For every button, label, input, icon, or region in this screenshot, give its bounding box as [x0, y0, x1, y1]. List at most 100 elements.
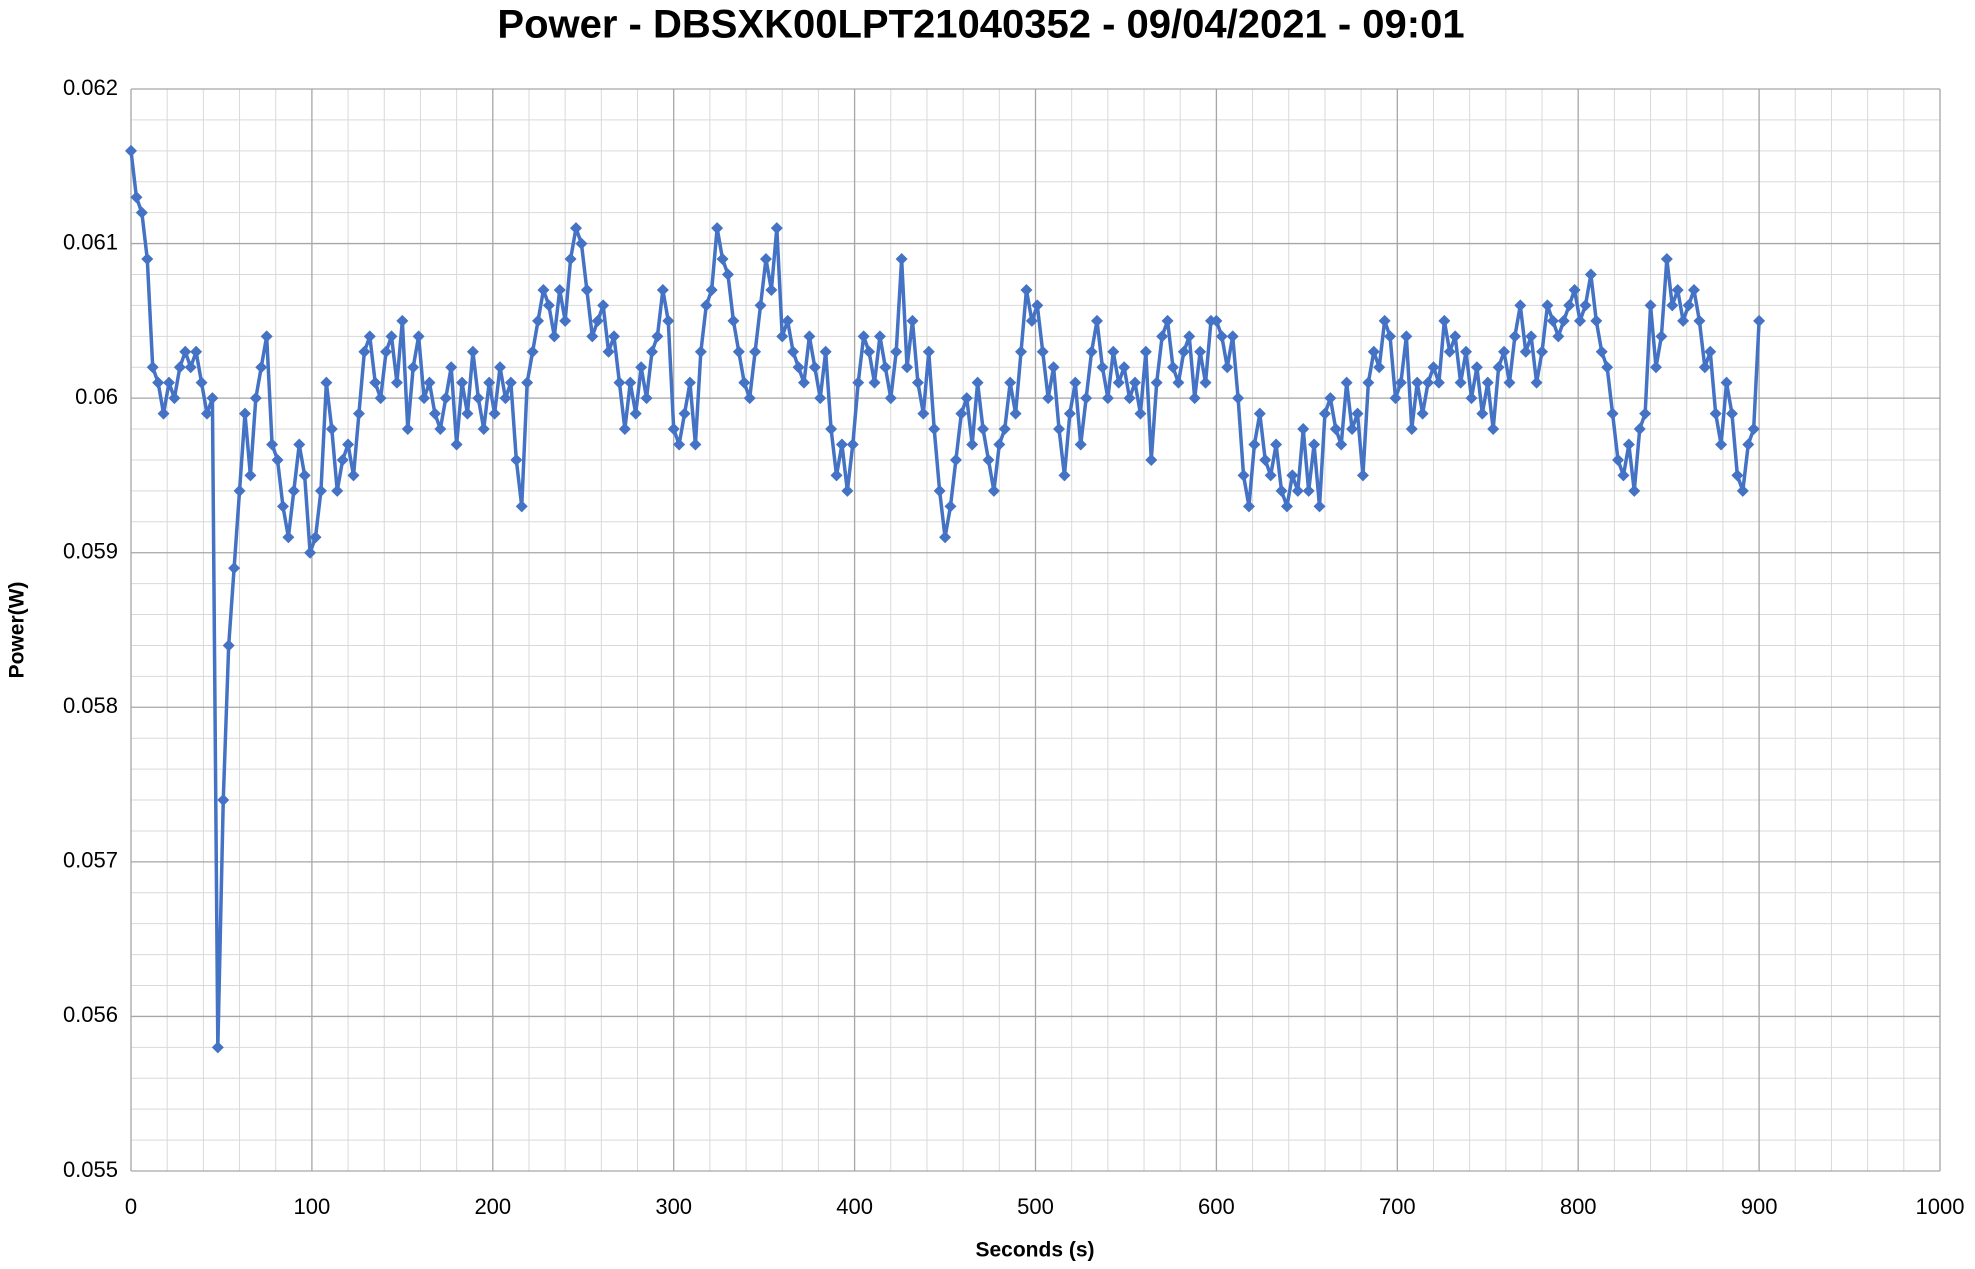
data-point	[597, 299, 610, 312]
data-point	[1753, 314, 1766, 327]
data-point	[260, 330, 273, 343]
data-point	[1601, 361, 1614, 374]
data-point	[694, 345, 707, 358]
data-point	[125, 144, 137, 157]
data-point	[162, 376, 175, 389]
data-point	[1161, 314, 1174, 327]
data-point	[580, 283, 593, 296]
x-tick-label: 1000	[1916, 1194, 1965, 1219]
data-point	[325, 423, 338, 436]
data-point	[1042, 392, 1055, 405]
data-point	[857, 330, 870, 343]
data-point	[787, 345, 800, 358]
data-point	[700, 299, 713, 312]
data-point	[314, 484, 327, 497]
data-point	[1677, 314, 1690, 327]
data-point	[808, 361, 821, 374]
data-point	[906, 314, 919, 327]
data-point	[380, 345, 393, 358]
data-point	[1226, 330, 1239, 343]
data-point	[352, 407, 365, 420]
data-point	[1449, 330, 1462, 343]
data-point	[1709, 407, 1722, 420]
data-point	[944, 500, 957, 513]
data-point	[1655, 330, 1668, 343]
data-point	[1584, 268, 1597, 281]
data-point	[1557, 314, 1570, 327]
data-point	[146, 361, 159, 374]
data-point	[651, 330, 664, 343]
data-point	[1530, 376, 1543, 389]
data-point	[510, 453, 523, 466]
data-point	[1514, 299, 1527, 312]
data-point	[1362, 376, 1375, 389]
data-point	[494, 361, 507, 374]
data-point	[369, 376, 382, 389]
data-point	[982, 453, 995, 466]
y-tick-label: 0.056	[63, 1002, 118, 1027]
data-point	[374, 392, 387, 405]
data-point	[282, 531, 295, 544]
data-point	[1183, 330, 1196, 343]
data-point	[1438, 314, 1451, 327]
data-point	[765, 283, 778, 296]
data-point	[673, 438, 686, 451]
data-point	[1541, 299, 1554, 312]
data-point	[1091, 314, 1104, 327]
data-point	[472, 392, 485, 405]
data-point	[1036, 345, 1049, 358]
data-point	[1166, 361, 1179, 374]
data-point	[1622, 438, 1635, 451]
data-point	[575, 237, 588, 250]
data-point	[1563, 299, 1576, 312]
data-point	[1411, 376, 1424, 389]
data-point	[293, 438, 306, 451]
data-point	[1123, 392, 1136, 405]
data-point	[1693, 314, 1706, 327]
data-point	[1264, 469, 1277, 482]
data-point	[1242, 500, 1255, 513]
data-point	[238, 407, 251, 420]
data-line	[129, 150, 1761, 1050]
data-point	[1318, 407, 1331, 420]
data-point	[1080, 392, 1093, 405]
plot-area	[125, 144, 1766, 1054]
data-point	[1644, 299, 1657, 312]
data-point	[1194, 345, 1207, 358]
data-point	[135, 206, 148, 219]
data-point	[1118, 361, 1131, 374]
data-point	[998, 423, 1011, 436]
y-tick-label: 0.055	[63, 1157, 118, 1182]
data-point	[830, 469, 843, 482]
data-point	[721, 268, 734, 281]
data-point	[1215, 330, 1228, 343]
data-point	[1025, 314, 1038, 327]
x-tick-label: 900	[1741, 1194, 1778, 1219]
data-point	[320, 376, 333, 389]
data-point	[1346, 423, 1359, 436]
x-tick-label: 200	[474, 1194, 511, 1219]
data-point	[977, 423, 990, 436]
data-point	[1128, 376, 1141, 389]
data-point	[841, 484, 854, 497]
data-point	[1074, 438, 1087, 451]
data-point	[1145, 453, 1158, 466]
data-point	[1725, 407, 1738, 420]
data-point	[1308, 438, 1321, 451]
data-point	[602, 345, 615, 358]
data-point	[1313, 500, 1326, 513]
data-point	[1389, 392, 1402, 405]
data-point	[1579, 299, 1592, 312]
data-point	[1666, 299, 1679, 312]
data-point	[803, 330, 816, 343]
data-point	[1297, 423, 1310, 436]
data-point	[1053, 423, 1066, 436]
data-point	[1552, 330, 1565, 343]
data-point	[591, 314, 604, 327]
data-point	[1101, 392, 1114, 405]
x-tick-label: 0	[125, 1194, 137, 1219]
x-axis-title: Seconds (s)	[975, 1239, 1094, 1262]
data-point	[1508, 330, 1521, 343]
data-point	[412, 330, 425, 343]
